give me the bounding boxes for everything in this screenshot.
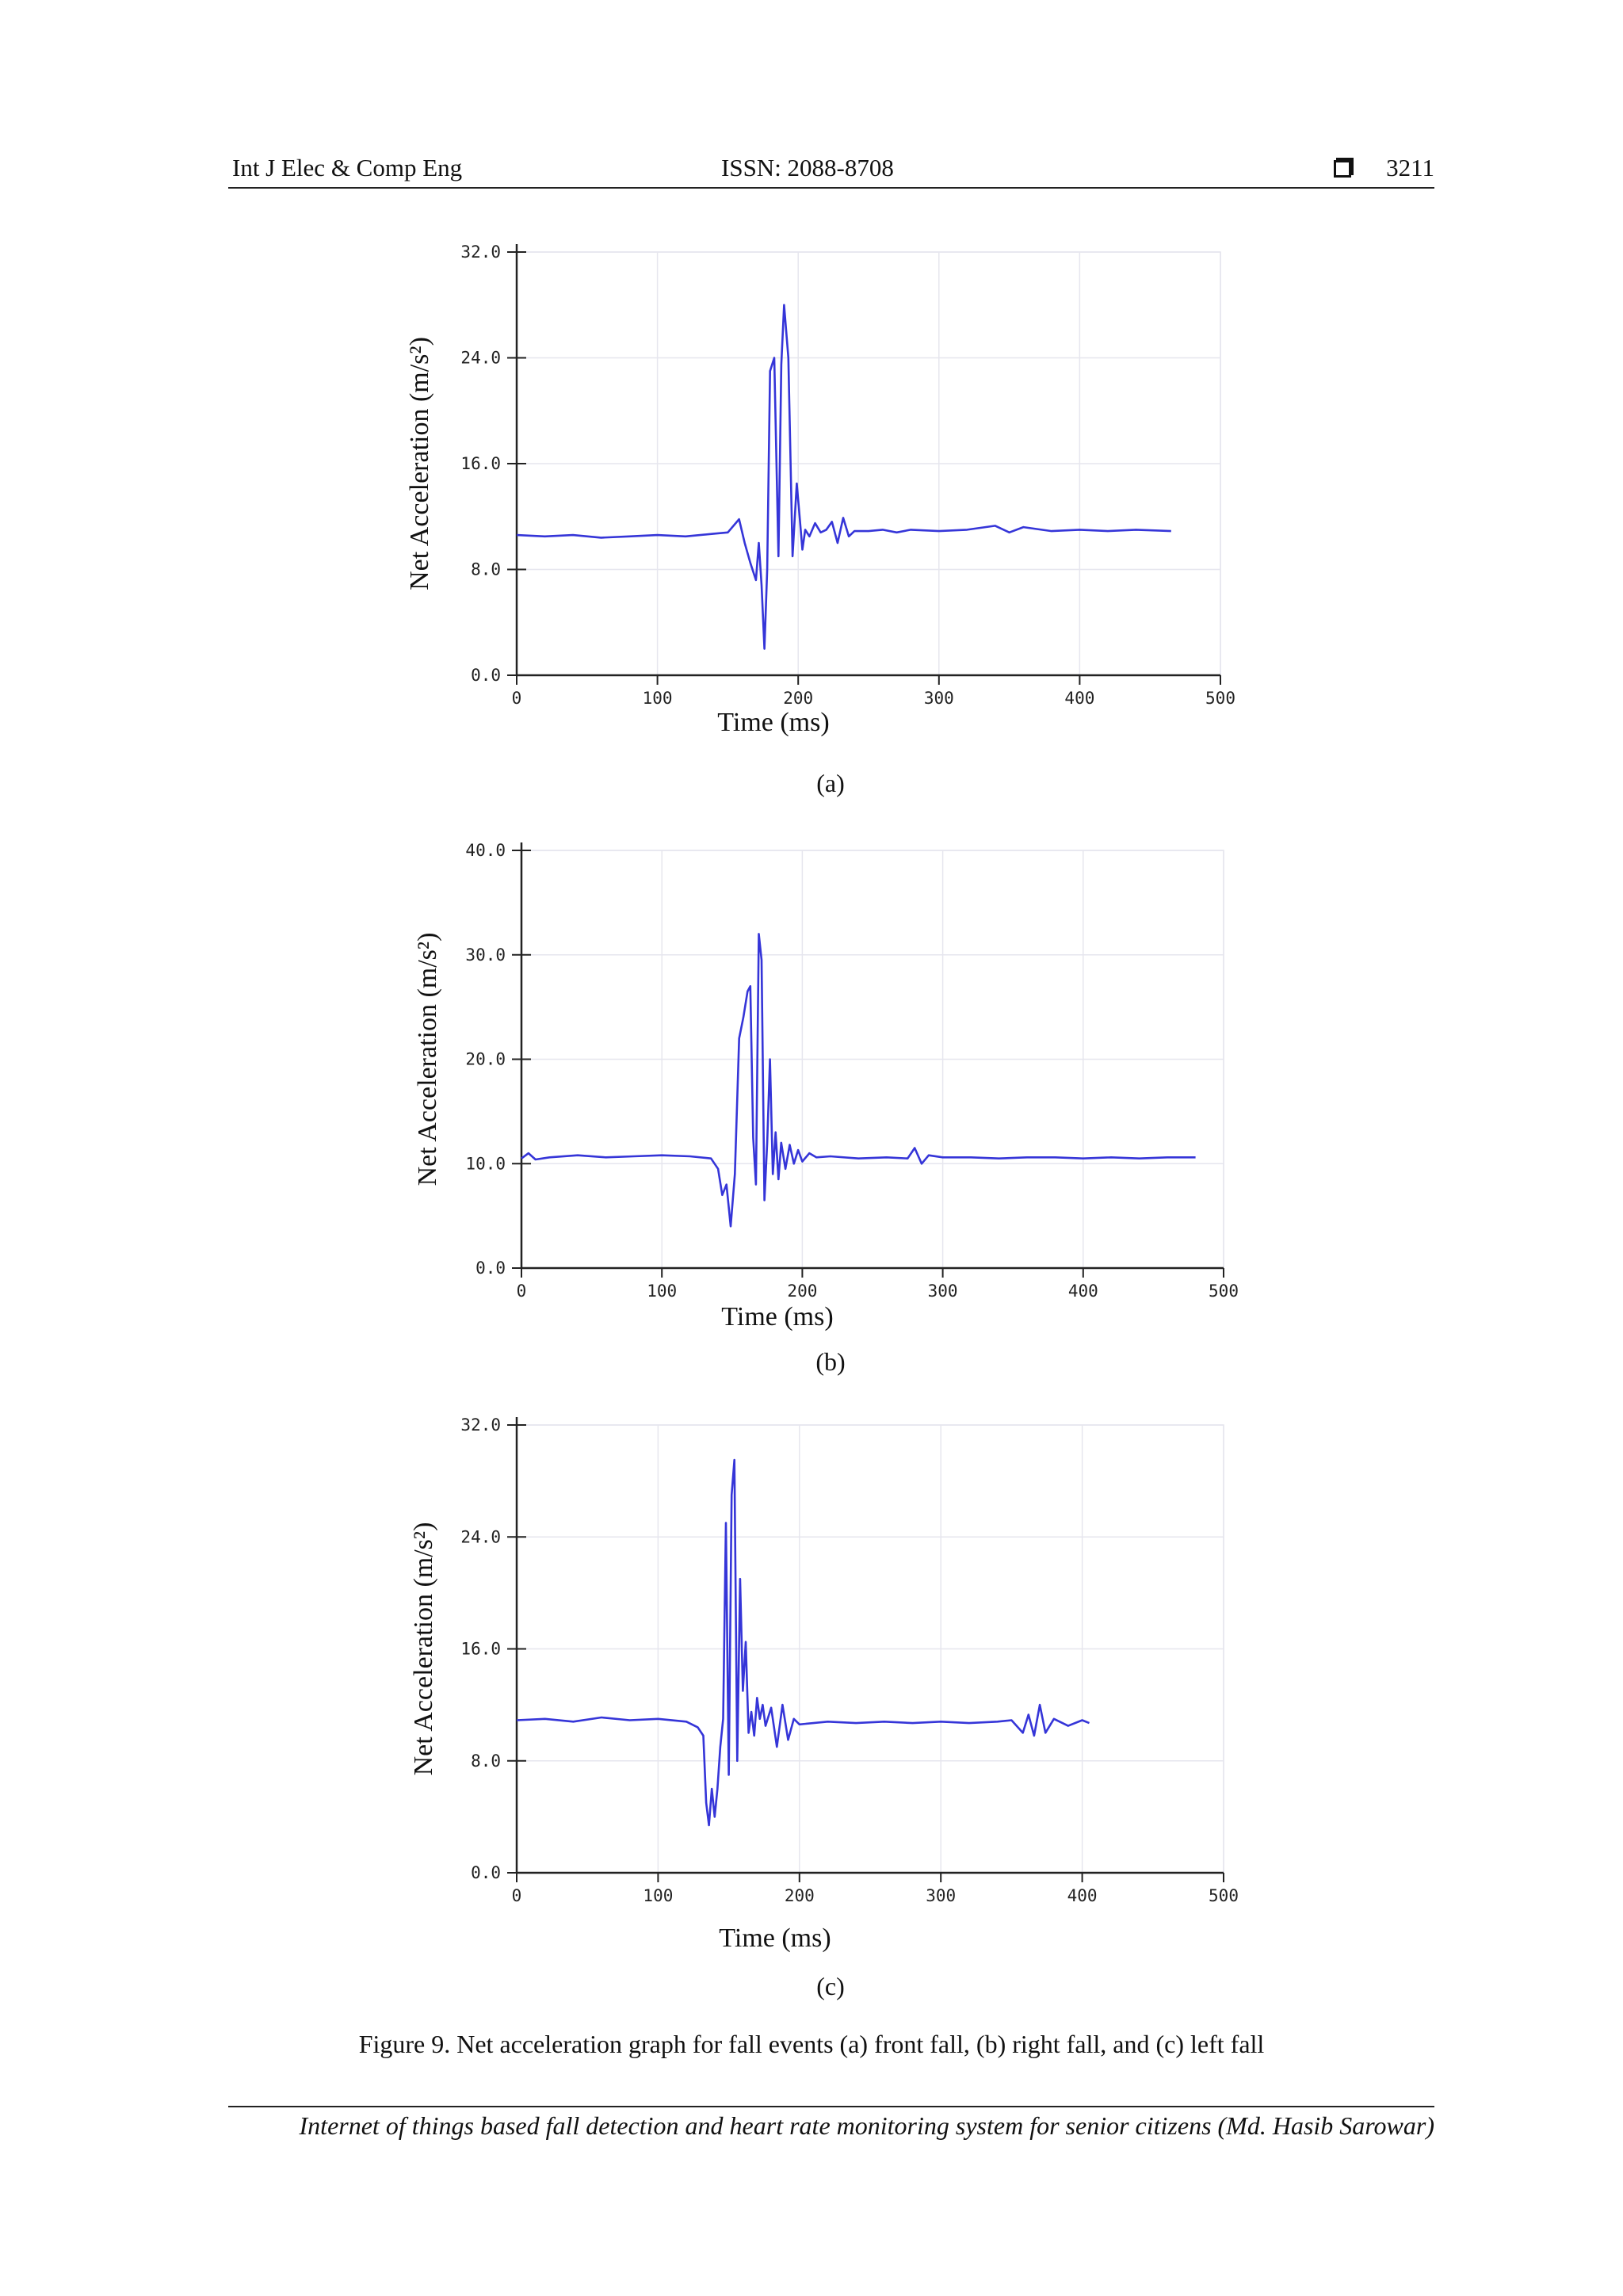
x-tick-label: 400 bbox=[1064, 689, 1094, 708]
header-issn: ISSN: 2088-8708 bbox=[721, 154, 894, 181]
x-tick-label: 100 bbox=[647, 1282, 677, 1301]
figure-caption: Figure 9. Net acceleration graph for fal… bbox=[358, 2030, 1265, 2058]
y-tick-label: 24.0 bbox=[460, 1527, 501, 1546]
y-tick-label: 32.0 bbox=[460, 243, 501, 262]
y-tick-label: 8.0 bbox=[471, 560, 501, 579]
x-tick-label: 0 bbox=[512, 1886, 522, 1905]
header-page-number: 3211 bbox=[1386, 154, 1434, 181]
x-tick-label: 0 bbox=[512, 689, 522, 708]
y-axis-title: Net Acceleration (m/s²) bbox=[413, 933, 442, 1186]
panel-label-a: (a) bbox=[816, 769, 845, 797]
footer-rule bbox=[228, 2106, 1434, 2107]
x-tick-label: 300 bbox=[926, 1886, 956, 1905]
header-rule bbox=[228, 187, 1434, 189]
y-tick-label: 20.0 bbox=[465, 1050, 506, 1069]
chart-c: 0 100 200 300 400 500 0.0 8.0 16.0 24.0 32.0 Time (… bbox=[409, 1415, 1239, 1953]
y-tick-label: 30.0 bbox=[465, 946, 506, 965]
panel-label-b: (b) bbox=[815, 1347, 846, 1376]
x-tick-label: 200 bbox=[785, 1886, 815, 1905]
x-tick-label: 0 bbox=[517, 1282, 527, 1301]
x-tick-label: 400 bbox=[1068, 1282, 1098, 1301]
y-axis-title: Net Acceleration (m/s²) bbox=[409, 1522, 438, 1776]
y-tick-label: 16.0 bbox=[460, 454, 501, 473]
x-tick-label: 200 bbox=[783, 689, 813, 708]
y-axis-title: Net Acceleration (m/s²) bbox=[405, 337, 434, 590]
y-tick-label: 8.0 bbox=[471, 1752, 501, 1771]
y-tick-label: 24.0 bbox=[460, 349, 501, 368]
x-tick-label: 200 bbox=[787, 1282, 817, 1301]
header-page-number-group: 3211 bbox=[1334, 154, 1434, 182]
y-tick-label: 0.0 bbox=[475, 1259, 506, 1278]
x-tick-label: 500 bbox=[1209, 1282, 1239, 1301]
y-tick-label: 0.0 bbox=[471, 1863, 501, 1882]
chart-a: 0 100 200 300 400 500 0.0 8.0 16.0 24.0 32.0 Time (… bbox=[405, 243, 1235, 737]
box-bullet-icon bbox=[1334, 160, 1352, 178]
x-tick-label: 300 bbox=[924, 689, 954, 708]
panel-label-c: (c) bbox=[816, 1972, 845, 2000]
header-journal: Int J Elec & Comp Eng bbox=[232, 154, 463, 181]
series-line bbox=[516, 304, 1171, 650]
x-tick-label: 100 bbox=[643, 1886, 673, 1905]
footer-text: Internet of things based fall detection … bbox=[299, 2111, 1434, 2140]
x-axis-title: Time (ms) bbox=[721, 1302, 833, 1331]
x-axis-title: Time (ms) bbox=[719, 1924, 831, 1953]
y-tick-label: 32.0 bbox=[460, 1415, 501, 1435]
y-tick-label: 10.0 bbox=[465, 1154, 506, 1173]
y-tick-label: 40.0 bbox=[465, 841, 506, 860]
series-line bbox=[516, 1458, 1090, 1827]
y-tick-label: 0.0 bbox=[471, 666, 501, 685]
x-tick-label: 300 bbox=[928, 1282, 958, 1301]
chart-b: 0 100 200 300 400 500 0.0 10.0 20.0 30.0 40.0 Time … bbox=[413, 841, 1239, 1331]
x-axis-title: Time (ms) bbox=[717, 708, 829, 737]
x-tick-label: 500 bbox=[1205, 689, 1235, 708]
x-tick-label: 500 bbox=[1209, 1886, 1239, 1905]
y-tick-label: 16.0 bbox=[460, 1640, 501, 1659]
x-tick-label: 400 bbox=[1067, 1886, 1098, 1905]
series-line bbox=[521, 933, 1196, 1228]
x-tick-label: 100 bbox=[643, 689, 673, 708]
